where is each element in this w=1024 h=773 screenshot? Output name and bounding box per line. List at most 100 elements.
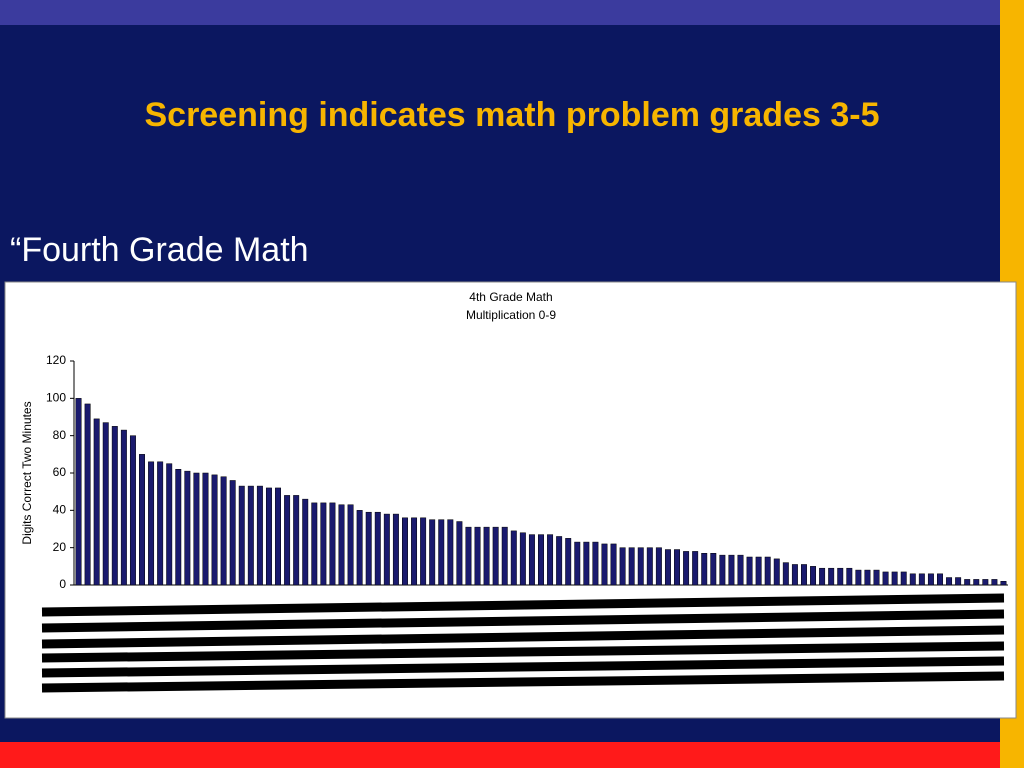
bar xyxy=(383,513,390,586)
bar xyxy=(420,517,427,586)
bar xyxy=(601,543,608,586)
bar xyxy=(139,454,145,586)
bar xyxy=(229,480,236,586)
y-tick-label: 60 xyxy=(53,465,67,479)
bar xyxy=(547,534,554,586)
bar xyxy=(755,556,762,586)
bar xyxy=(220,476,227,586)
bar xyxy=(102,422,109,586)
bar xyxy=(819,567,826,586)
bar xyxy=(909,573,916,586)
bar xyxy=(193,472,200,586)
y-tick-label: 0 xyxy=(59,577,66,591)
bar xyxy=(837,567,844,586)
bar xyxy=(828,567,835,586)
bar xyxy=(882,571,889,586)
bar xyxy=(447,519,454,586)
bar xyxy=(483,526,490,586)
bar xyxy=(891,571,898,586)
bar xyxy=(365,511,372,586)
bar xyxy=(202,472,209,586)
bar xyxy=(900,571,907,586)
bar xyxy=(329,502,336,586)
bar xyxy=(392,513,399,586)
bar xyxy=(320,502,327,586)
bar xyxy=(574,541,581,586)
bar xyxy=(955,577,962,586)
bar xyxy=(510,530,517,586)
bar xyxy=(347,504,354,586)
bar xyxy=(1000,581,1007,586)
bar xyxy=(429,519,436,586)
bar xyxy=(692,551,699,586)
bar xyxy=(411,517,418,586)
bar xyxy=(701,553,708,586)
bar xyxy=(338,504,345,586)
y-tick-label: 20 xyxy=(53,540,67,554)
bar xyxy=(592,541,599,586)
bar xyxy=(791,564,798,586)
bar xyxy=(918,573,925,586)
bar xyxy=(864,569,871,586)
bar xyxy=(583,541,590,586)
bar xyxy=(211,474,218,586)
bar xyxy=(619,547,626,586)
y-tick-label: 120 xyxy=(46,353,66,367)
chart-subtitle: Multiplication 0-9 xyxy=(466,308,556,322)
bar xyxy=(556,536,563,586)
bar xyxy=(492,526,499,586)
bar xyxy=(284,495,291,586)
bar xyxy=(855,569,862,586)
bar xyxy=(683,551,690,586)
bar xyxy=(501,526,508,586)
y-tick-label: 40 xyxy=(53,503,67,517)
bar xyxy=(148,461,155,586)
bar xyxy=(664,549,671,586)
bar xyxy=(964,579,971,586)
body-text: “Fourth Grade Math xyxy=(10,231,309,269)
bar xyxy=(519,532,526,586)
slide-title: Screening indicates math problem grades … xyxy=(144,96,879,134)
bar xyxy=(528,534,535,586)
bar xyxy=(302,498,309,586)
bar xyxy=(474,526,481,586)
bar xyxy=(773,558,780,586)
bar xyxy=(846,567,853,586)
bar xyxy=(184,470,191,586)
bar xyxy=(937,573,943,586)
bar xyxy=(710,553,717,586)
bar xyxy=(674,549,680,586)
redaction xyxy=(41,593,1005,693)
bar xyxy=(782,562,789,586)
bar xyxy=(275,487,281,586)
bar xyxy=(628,547,635,586)
bar xyxy=(84,403,91,586)
bar xyxy=(166,463,173,586)
bar xyxy=(238,485,245,586)
bar xyxy=(93,418,100,586)
bar xyxy=(565,538,572,586)
bar xyxy=(402,517,408,586)
bar xyxy=(637,547,644,586)
bar xyxy=(175,469,182,586)
y-tick-label: 100 xyxy=(46,391,66,405)
bar xyxy=(538,534,544,586)
chart-title: 4th Grade Math xyxy=(469,290,552,304)
bar xyxy=(265,487,272,586)
bar xyxy=(927,573,934,586)
bar xyxy=(810,566,817,586)
bar xyxy=(737,554,744,586)
bar xyxy=(293,495,300,586)
bar xyxy=(157,461,164,586)
bottom-stripe xyxy=(0,742,1000,768)
bar xyxy=(873,569,880,586)
bar xyxy=(438,519,445,586)
bar xyxy=(982,579,989,586)
bar xyxy=(764,556,771,586)
bar xyxy=(655,547,662,586)
bar xyxy=(256,485,263,586)
bar xyxy=(374,511,381,586)
bar xyxy=(610,543,617,586)
bar xyxy=(801,564,807,586)
